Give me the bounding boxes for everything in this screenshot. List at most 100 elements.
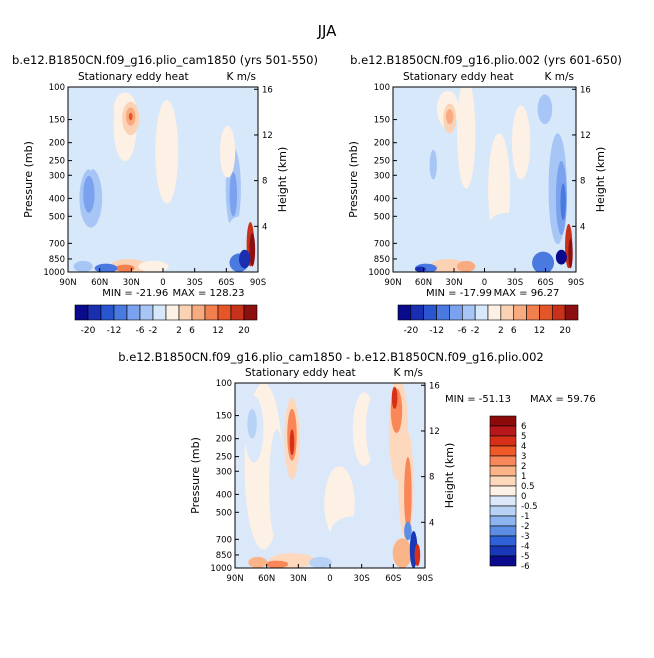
panel-title: b.e12.B1850CN.f09_g16.plio.002 (yrs 601-… <box>350 53 622 67</box>
y-tick-label: 300 <box>374 171 390 181</box>
colorbar-label: -3 <box>521 532 529 542</box>
colorbar-swatch <box>489 445 517 457</box>
colorbar-swatch <box>489 505 517 517</box>
units-label: K m/s <box>394 367 423 379</box>
colorbar-swatch <box>191 304 206 321</box>
colorbar-label: 2 <box>176 326 182 336</box>
colorbar-swatch <box>489 415 517 427</box>
x-tick-label: 60S <box>537 278 553 288</box>
y-tick-label: 700 <box>374 239 390 249</box>
contour-field <box>393 87 576 272</box>
colorbar-swatch <box>489 545 517 557</box>
colorbar-swatch <box>397 304 412 321</box>
contour-region <box>247 408 257 439</box>
contour-region <box>560 183 566 221</box>
panel-p3: b.e12.B1850CN.f09_g16.plio_cam1850 - b.e… <box>118 350 595 584</box>
colorbar-swatch <box>489 455 517 467</box>
y-tick-label: 400 <box>49 194 65 204</box>
x-tick-label: 90N <box>226 574 243 584</box>
y-tick-label: 500 <box>374 212 390 222</box>
colorbar-swatch <box>139 304 154 321</box>
y-tick-label: 850 <box>374 255 390 265</box>
y-tick-label: 1000 <box>210 564 232 574</box>
y-right-tick-label: 12 <box>580 131 591 141</box>
panel-p1: b.e12.B1850CN.f09_g16.plio_cam1850 (yrs … <box>12 53 318 336</box>
contour-region <box>555 249 567 265</box>
colorbar-swatch <box>126 304 141 321</box>
colorbar-label: -12 <box>429 326 444 336</box>
contour-region <box>269 429 285 541</box>
contour-region <box>289 429 295 456</box>
colorbar-label: 12 <box>534 326 545 336</box>
contour-region <box>484 212 529 258</box>
colorbar-swatch <box>230 304 245 321</box>
colorbar-label: 3 <box>521 452 526 462</box>
colorbar-label: 6 <box>189 326 195 336</box>
y-right-tick-label: 16 <box>262 85 273 95</box>
panel-subtitle: Stationary eddy heat <box>403 71 514 83</box>
colorbar-swatch <box>489 435 517 447</box>
colorbar-swatch <box>243 304 258 321</box>
colorbar-swatch <box>474 304 489 321</box>
min-value: MIN = -21.96 <box>102 288 168 299</box>
colorbar-swatch <box>165 304 180 321</box>
contour-region <box>220 125 236 178</box>
x-tick-label: 30S <box>187 278 203 288</box>
y-tick-label: 500 <box>216 508 232 518</box>
contour-region <box>457 87 476 189</box>
units-label: K m/s <box>227 71 256 83</box>
colorbar-swatch <box>449 304 463 321</box>
contour-region <box>138 260 169 272</box>
contour-region <box>537 94 553 124</box>
colorbar-label: -2 <box>471 326 480 336</box>
contour-region <box>396 105 415 198</box>
y-right-tick-label: 12 <box>262 131 273 141</box>
colorbar-swatch <box>489 555 517 567</box>
colorbar-swatch <box>489 525 517 537</box>
colorbar-swatch <box>436 304 450 321</box>
contour-region <box>568 238 573 269</box>
colorbar-swatch <box>152 304 167 321</box>
y-tick-label: 500 <box>49 212 65 222</box>
contour-region <box>366 395 382 463</box>
colorbar-label: 6 <box>511 326 517 336</box>
y-tick-label: 850 <box>49 255 65 265</box>
y-right-tick-label: 16 <box>580 85 591 95</box>
contour-region <box>446 109 454 124</box>
colorbar-swatch <box>410 304 425 321</box>
y-right-tick-label: 4 <box>580 222 585 232</box>
colorbar: -20 -12 -6 -2 2 6 12 20 <box>74 304 258 336</box>
colorbar-label: -2 <box>521 522 529 532</box>
y-tick-label: 250 <box>374 157 390 167</box>
y-tick-label: 250 <box>49 157 65 167</box>
contour-region <box>249 233 256 267</box>
colorbar-label: -4 <box>521 542 529 552</box>
y-right-tick-label: 12 <box>429 427 440 437</box>
colorbar-label: 0.5 <box>521 482 535 492</box>
contour-region <box>309 556 332 568</box>
y-axis-label: Pressure (mb) <box>189 437 202 514</box>
contour-region <box>159 212 213 258</box>
colorbar-label: 2 <box>498 326 504 336</box>
y-axis-label: Pressure (mb) <box>22 141 35 218</box>
colorbar-swatch <box>74 304 89 321</box>
panel-p2: b.e12.B1850CN.f09_g16.plio.002 (yrs 601-… <box>347 53 622 336</box>
x-tick-label: 0 <box>160 278 165 288</box>
panel-subtitle: Stationary eddy heat <box>78 71 189 83</box>
contour-region <box>404 457 412 531</box>
panel-subtitle: Stationary eddy heat <box>245 367 356 379</box>
contour-region <box>532 251 555 272</box>
units-label: K m/s <box>545 71 574 83</box>
colorbar-label: -6 <box>521 562 529 572</box>
colorbar-label: 0 <box>521 492 526 502</box>
colorbar-swatch <box>513 304 527 321</box>
y-tick-label: 200 <box>49 139 65 149</box>
colorbar-swatch <box>489 465 517 477</box>
y-tick-label: 150 <box>374 116 390 126</box>
colorbar-swatch <box>204 304 219 321</box>
y-axis-label: Pressure (mb) <box>347 141 360 218</box>
y-tick-label: 400 <box>374 194 390 204</box>
contour-region <box>330 516 376 554</box>
contour-region <box>429 149 437 180</box>
colorbar-label: -12 <box>107 326 122 336</box>
